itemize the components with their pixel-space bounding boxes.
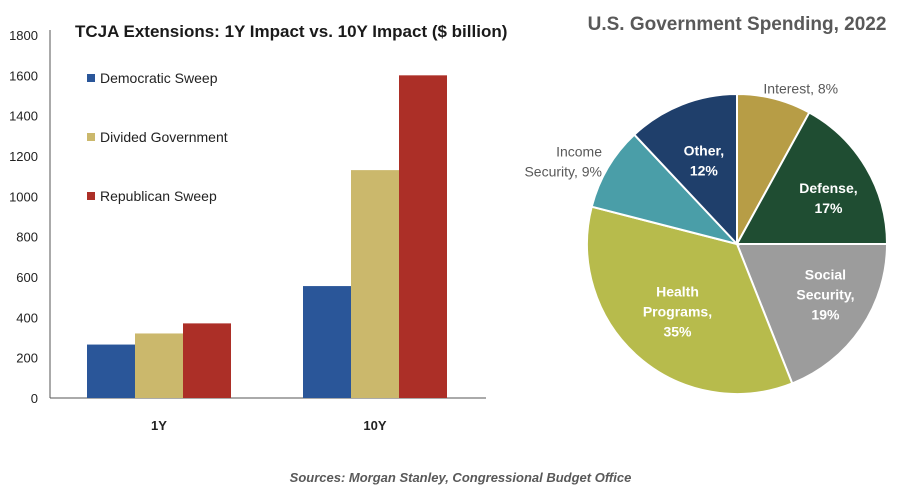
y-tick-label: 0 <box>31 391 38 406</box>
legend-swatch <box>87 192 95 200</box>
chart-canvas: TCJA Extensions: 1Y Impact vs. 10Y Impac… <box>9 14 889 433</box>
pie-slice-4 <box>586 205 794 395</box>
pie-slice-label: Interest, 8% <box>763 80 838 96</box>
bar-1Y-1 <box>87 344 135 398</box>
legend-label: Democratic Sweep <box>100 70 218 86</box>
bar-chart-title: TCJA Extensions: 1Y Impact vs. 10Y Impac… <box>75 22 507 41</box>
source-note: Sources: Morgan Stanley, Congressional B… <box>289 470 632 485</box>
bar-10Y-1 <box>303 286 351 398</box>
y-tick-label: 1600 <box>9 68 38 83</box>
pie-slice-3 <box>735 243 889 385</box>
y-tick-label: 1000 <box>9 189 38 204</box>
bar-1Y-2 <box>135 333 183 398</box>
y-tick-label: 800 <box>16 230 38 245</box>
legend-label: Divided Government <box>100 129 228 145</box>
pie-slice-label: Income Security, 9% <box>524 143 602 179</box>
legend-swatch <box>87 74 95 82</box>
legend-swatch <box>87 133 95 141</box>
bar-10Y-2 <box>351 170 399 398</box>
y-tick-label: 200 <box>16 351 38 366</box>
pie-slice-2 <box>735 111 889 245</box>
x-category-label: 1Y <box>151 418 167 433</box>
bar-10Y-3 <box>399 75 447 398</box>
pie-chart: Interest, 8% Defense, 17% Social Security, 19… <box>524 80 889 395</box>
y-tick-label: 400 <box>16 310 38 325</box>
pie-slice-5 <box>590 133 741 246</box>
pie-slice-label: Social Security, 19% <box>796 267 854 323</box>
pie-slice-label: Defense, 17% <box>799 180 857 216</box>
y-tick-label: 1800 <box>9 28 38 43</box>
legend-label: Republican Sweep <box>100 188 217 204</box>
y-tick-label: 1200 <box>9 149 38 164</box>
y-tick-label: 1400 <box>9 109 38 124</box>
pie-chart-title: U.S. Government Spending, 2022 <box>588 14 887 35</box>
pie-slice-6 <box>632 92 738 247</box>
bar-chart: 0 200 400 600 800 1000 1200 1400 1600 1800 1Y 10Y De… <box>9 28 486 433</box>
pie-slice-label: Other, 12% <box>684 142 724 178</box>
y-tick-label: 600 <box>16 270 38 285</box>
x-category-label: 10Y <box>363 418 386 433</box>
pie-slice-label: Health Programs, 35% <box>643 284 712 340</box>
bar-1Y-3 <box>183 323 231 398</box>
